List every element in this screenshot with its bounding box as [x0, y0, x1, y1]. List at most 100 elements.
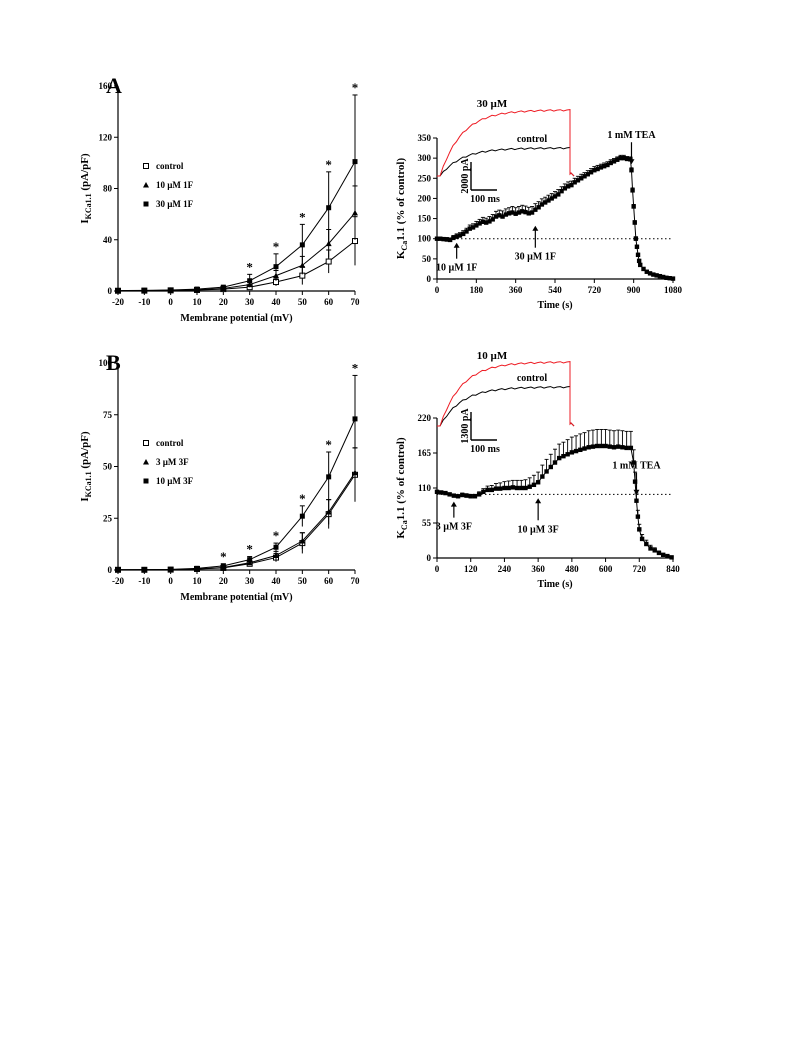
data-point [590, 444, 596, 449]
data-point [447, 492, 452, 497]
data-point [451, 493, 457, 498]
legend-marker [143, 201, 149, 207]
data-point [586, 445, 591, 450]
data-point [443, 490, 448, 496]
inset-trace-drug [437, 361, 575, 427]
data-point [575, 178, 581, 183]
data-point [544, 469, 549, 474]
x-tick-label: -10 [138, 576, 150, 586]
data-point [352, 416, 358, 422]
data-point [601, 164, 607, 169]
significance-star: * [325, 157, 332, 172]
y-tick-label: 50 [422, 254, 432, 264]
data-point [536, 205, 541, 210]
y-axis-label-sub: Ca [400, 241, 409, 251]
annotation-label: 10 µM 3F [517, 524, 558, 535]
data-point [506, 485, 511, 491]
x-tick-label: 20 [219, 297, 229, 307]
data-point [644, 269, 649, 274]
y-axis-label: KCa1.1 (% of control) [395, 437, 409, 539]
data-point [631, 460, 636, 465]
x-tick-label: 840 [666, 564, 680, 574]
x-tick-label: 180 [470, 285, 484, 295]
data-point [474, 223, 479, 228]
iv-chart-a: 0 40 80 120 160 -20 -10 0 10 20 30 40 50 60 70 * * * * * con… [79, 80, 360, 324]
data-point [325, 258, 332, 265]
y-axis-label: KCa1.1 (% of control) [395, 158, 409, 260]
y-tick-label: 160 [99, 81, 113, 91]
data-point [326, 474, 332, 480]
x-tick-label: 70 [351, 297, 361, 307]
data-point [529, 210, 535, 215]
data-point [651, 272, 656, 277]
annotation-label: 1 mM TEA [612, 461, 661, 472]
series-line-1 [117, 212, 356, 292]
data-point [194, 565, 200, 571]
x-tick-label: 40 [272, 576, 282, 586]
legend-label: control [156, 161, 184, 171]
data-point [572, 180, 577, 185]
data-point [539, 202, 545, 207]
series-line-1 [118, 472, 356, 571]
data-point [635, 514, 641, 519]
annotation-arrow-head [628, 159, 635, 165]
legend-label: 30 µM 1F [156, 199, 194, 209]
significance-star: * [299, 209, 306, 224]
y-axis-label: IKCa1.1 (pA/pF) [79, 153, 93, 224]
data-point [665, 553, 670, 559]
data-point [634, 244, 640, 249]
x-axis-label: Time (s) [537, 300, 572, 311]
x-axis-label: Time (s) [537, 579, 572, 590]
x-tick-label: 720 [588, 285, 602, 295]
y-tick-label: 55 [422, 518, 432, 528]
data-point [115, 288, 121, 294]
data-point [299, 538, 306, 544]
series-line-2 [117, 161, 356, 292]
y-axis-label-sub: KCa1.1 [84, 471, 93, 497]
x-axis-label: Membrane potential (mV) [180, 592, 292, 603]
significance-star: * [273, 528, 280, 543]
y-axis-label-main: K [395, 250, 407, 259]
x-axis-label: Membrane potential (mV) [180, 313, 292, 324]
data-point [608, 160, 613, 166]
scale-bar-x-label: 100 ms [470, 444, 500, 455]
data-point [352, 159, 358, 165]
x-tick-label: 30 [245, 297, 255, 307]
inset-trace-control [437, 146, 575, 177]
data-point [476, 492, 482, 497]
legend-label: 10 µM 1F [156, 180, 194, 190]
y-tick-label: 25 [103, 513, 113, 523]
data-point [644, 541, 649, 547]
data-point [454, 234, 459, 239]
y-tick-label: 75 [103, 410, 113, 420]
data-point [639, 536, 645, 542]
iv-chart-b: 0 25 50 75 100 -20 -10 0 10 20 30 40 50 60 70 * * * * * * con… [79, 358, 360, 603]
data-point [638, 262, 643, 268]
data-point [513, 211, 518, 216]
data-point [498, 486, 503, 491]
scale-bar-x-label: 100 ms [470, 194, 500, 205]
annotation-arrow-head [532, 225, 539, 231]
data-point [599, 443, 604, 449]
x-tick-label: -20 [112, 297, 124, 307]
data-point [472, 494, 478, 499]
data-point [168, 566, 174, 572]
annotation-arrow-head [450, 501, 457, 507]
data-point [514, 485, 520, 491]
data-point [447, 237, 453, 243]
data-point [220, 284, 226, 290]
y-axis-label-tail: (pA/pF) [79, 431, 91, 471]
data-point [559, 188, 564, 194]
data-point [546, 198, 551, 203]
series-line-0 [117, 240, 356, 292]
data-point [556, 192, 561, 197]
y-tick-label: 100 [418, 234, 432, 244]
data-point [477, 221, 482, 226]
legend-label: 3 µM 3F [156, 457, 189, 467]
data-point [506, 211, 512, 216]
data-point [439, 490, 444, 495]
data-point [483, 220, 489, 225]
data-point [502, 485, 507, 491]
data-point [549, 196, 554, 201]
significance-star: * [246, 542, 253, 557]
